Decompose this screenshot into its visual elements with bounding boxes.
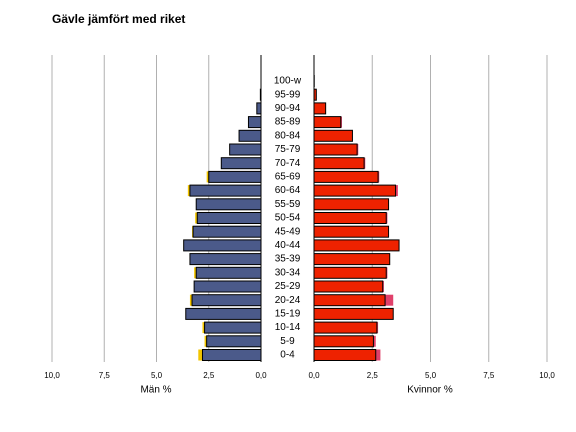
bar bbox=[313, 212, 387, 224]
y-tick-label: 90-94 bbox=[275, 103, 301, 114]
bar bbox=[313, 239, 400, 252]
bar bbox=[191, 294, 262, 307]
bar bbox=[208, 170, 262, 183]
y-tick-label: 65-69 bbox=[275, 172, 301, 183]
x-tick-label: 0,0 bbox=[308, 371, 320, 380]
y-tick-label: 30-34 bbox=[275, 267, 301, 278]
x-tick-label: 2,5 bbox=[367, 371, 379, 380]
bar bbox=[313, 335, 374, 348]
x-tick-label: 10,0 bbox=[539, 371, 555, 380]
bar bbox=[189, 184, 262, 197]
y-tick-label: 70-74 bbox=[275, 158, 301, 169]
y-tick-label: 100-w bbox=[274, 76, 302, 87]
bar bbox=[185, 307, 262, 320]
bar bbox=[195, 266, 262, 279]
y-tick-label: 25-29 bbox=[275, 281, 301, 292]
bar bbox=[192, 225, 262, 238]
x-axis-label: Kvinnor % bbox=[407, 385, 453, 396]
chart-title: Gävle jämfört med riket bbox=[52, 12, 185, 26]
y-tick-label: 20-24 bbox=[275, 295, 301, 306]
y-tick-label: 55-59 bbox=[275, 199, 301, 210]
x-tick-label: 5,0 bbox=[425, 371, 437, 380]
bar bbox=[313, 184, 397, 197]
bar bbox=[313, 116, 342, 129]
x-tick-label: 2,5 bbox=[203, 371, 215, 380]
bar bbox=[193, 280, 262, 293]
bar bbox=[195, 198, 262, 211]
y-tick-label: 40-44 bbox=[275, 240, 301, 251]
y-tick-label: 80-84 bbox=[275, 130, 301, 141]
x-tick-label: 7,5 bbox=[483, 371, 495, 380]
bar bbox=[196, 212, 262, 224]
bar bbox=[313, 253, 391, 266]
bar bbox=[313, 294, 386, 307]
y-tick-label: 5-9 bbox=[280, 336, 295, 347]
x-tick-label: 7,5 bbox=[99, 371, 111, 380]
bar bbox=[313, 307, 394, 320]
bar bbox=[229, 143, 262, 156]
x-tick-label: 0,0 bbox=[255, 371, 267, 380]
y-tick-label: 45-49 bbox=[275, 226, 301, 237]
x-axis-label: Män % bbox=[140, 385, 171, 396]
bar bbox=[313, 349, 377, 361]
y-tick-label: 85-89 bbox=[275, 117, 301, 128]
y-tick-label: 50-54 bbox=[275, 213, 301, 224]
y-tick-label: 15-19 bbox=[275, 309, 301, 320]
bar bbox=[313, 129, 353, 142]
bar bbox=[189, 253, 262, 266]
bar bbox=[220, 157, 262, 170]
bar bbox=[313, 280, 384, 293]
bar bbox=[247, 116, 262, 129]
bar bbox=[313, 170, 379, 183]
bar bbox=[204, 321, 262, 334]
x-tick-label: 5,0 bbox=[151, 371, 163, 380]
bar bbox=[238, 129, 262, 142]
y-tick-label: 75-79 bbox=[275, 144, 301, 155]
bar bbox=[313, 321, 378, 334]
bar bbox=[313, 157, 365, 170]
bar bbox=[313, 143, 358, 156]
y-tick-label: 35-39 bbox=[275, 254, 301, 265]
bar bbox=[313, 266, 387, 279]
bar bbox=[313, 225, 390, 238]
bar bbox=[256, 102, 262, 115]
bar bbox=[313, 102, 327, 115]
bar bbox=[206, 335, 262, 348]
x-tick-label: 10,0 bbox=[44, 371, 60, 380]
y-tick-label: 60-64 bbox=[275, 185, 301, 196]
bar bbox=[201, 349, 262, 361]
y-tick-label: 95-99 bbox=[275, 89, 301, 100]
bar bbox=[313, 198, 390, 211]
bar bbox=[183, 239, 262, 252]
y-tick-label: 0-4 bbox=[280, 350, 295, 361]
y-tick-label: 10-14 bbox=[275, 322, 301, 333]
